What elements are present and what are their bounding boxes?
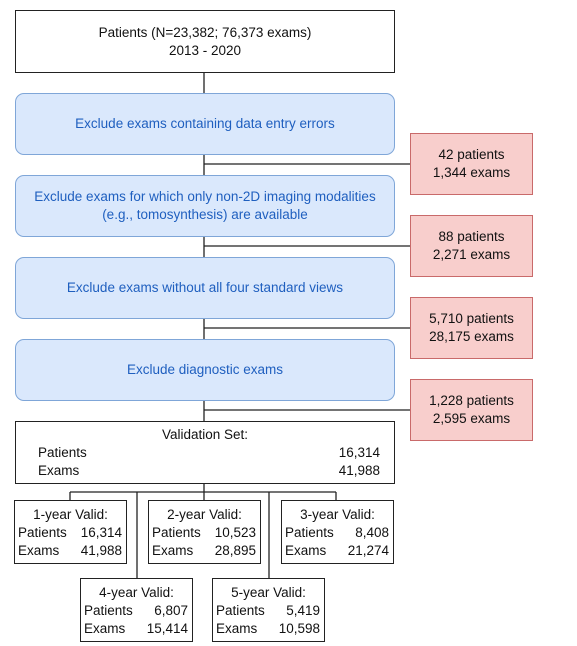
excluded-exams: 2,271 exams: [432, 247, 511, 262]
subset-title: 2-year Valid:: [167, 507, 242, 522]
population-box: Patients (N=23,382; 76,373 exams) 2013 -…: [15, 10, 395, 73]
step-label: Exclude exams containing data entry erro…: [75, 116, 335, 131]
subset-3-year: 3-year Valid: Patients 8,408 Exams 21,27…: [281, 500, 394, 564]
subset-patients-value: 16,314: [80, 525, 122, 540]
validation-set-box: Validation Set: Patients 16,314 Exams 41…: [15, 421, 395, 484]
excluded-patients: 42 patients: [438, 147, 505, 162]
subset-2-year: 2-year Valid: Patients 10,523 Exams 28,8…: [148, 500, 261, 564]
subset-exams-value: 21,274: [347, 543, 389, 558]
subset-title: 1-year Valid:: [33, 507, 108, 522]
subset-title: 4-year Valid:: [99, 585, 174, 600]
subset-exams-label: Exams: [84, 621, 126, 636]
excluded-patients: 88 patients: [438, 229, 505, 244]
subset-patients-value: 10,523: [214, 525, 256, 540]
subset-title: 3-year Valid:: [300, 507, 375, 522]
excluded-exams: 1,344 exams: [432, 165, 511, 180]
step-data-entry-errors: Exclude exams containing data entry erro…: [15, 93, 395, 155]
step-label: Exclude exams for which only non-2D imag…: [34, 189, 376, 204]
excluded-patients: 1,228 patients: [429, 393, 514, 408]
excluded-box-4: 1,228 patients 2,595 exams: [410, 379, 533, 441]
step-diagnostic-exams: Exclude diagnostic exams: [15, 339, 395, 401]
date-range-label: 2013 - 2020: [168, 42, 242, 58]
subset-exams-label: Exams: [216, 621, 258, 636]
excluded-box-1: 42 patients 1,344 exams: [410, 133, 533, 195]
subset-4-year: 4-year Valid: Patients 6,807 Exams 15,41…: [80, 578, 193, 642]
subset-exams-label: Exams: [152, 543, 194, 558]
population-label: Patients (N=23,382; 76,373 exams): [98, 24, 312, 40]
subset-patients-label: Patients: [84, 603, 133, 618]
validation-exams-value: 41,988: [338, 463, 380, 478]
subset-exams-value: 41,988: [80, 543, 122, 558]
subset-patients-label: Patients: [285, 525, 334, 540]
step-label-2: (e.g., tomosynthesis) are available: [102, 207, 308, 222]
excluded-exams: 28,175 exams: [429, 329, 514, 344]
subset-patients-label: Patients: [18, 525, 67, 540]
excluded-box-3: 5,710 patients 28,175 exams: [410, 297, 533, 359]
subset-exams-value: 10,598: [278, 621, 320, 636]
subset-patients-value: 6,807: [154, 603, 188, 618]
subset-5-year: 5-year Valid: Patients 5,419 Exams 10,59…: [212, 578, 325, 642]
subset-exams-label: Exams: [285, 543, 327, 558]
step-label: Exclude diagnostic exams: [126, 362, 284, 377]
subset-1-year: 1-year Valid: Patients 16,314 Exams 41,9…: [14, 500, 127, 564]
subset-patients-label: Patients: [152, 525, 201, 540]
subset-exams-value: 28,895: [214, 543, 256, 558]
step-standard-views: Exclude exams without all four standard …: [15, 257, 395, 319]
validation-title: Validation Set:: [161, 427, 249, 442]
validation-patients-label: Patients: [38, 445, 87, 460]
step-non-2d-modalities: Exclude exams for which only non-2D imag…: [15, 175, 395, 237]
subset-patients-value: 5,419: [286, 603, 320, 618]
excluded-box-2: 88 patients 2,271 exams: [410, 215, 533, 277]
subset-title: 5-year Valid:: [231, 585, 306, 600]
validation-exams-label: Exams: [38, 463, 80, 478]
step-label: Exclude exams without all four standard …: [66, 280, 344, 295]
subset-exams-label: Exams: [18, 543, 60, 558]
subset-exams-value: 15,414: [146, 621, 188, 636]
validation-patients-value: 16,314: [338, 445, 380, 460]
excluded-patients: 5,710 patients: [429, 311, 514, 326]
subset-patients-label: Patients: [216, 603, 265, 618]
subset-patients-value: 8,408: [355, 525, 389, 540]
excluded-exams: 2,595 exams: [432, 411, 511, 426]
